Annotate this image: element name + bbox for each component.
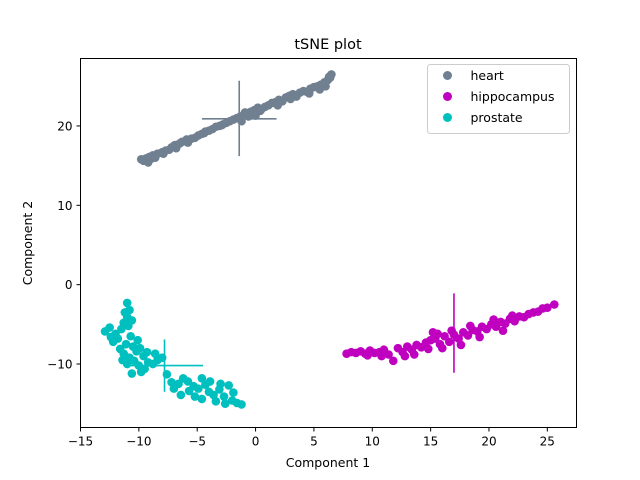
prostate-point — [237, 400, 246, 409]
x-tick-label: −5 — [188, 435, 206, 449]
prostate-point — [135, 343, 145, 353]
heart-point — [240, 108, 250, 117]
hippocampus-point — [508, 311, 517, 320]
legend-label-heart: heart — [471, 68, 504, 83]
prostate-point — [126, 331, 135, 341]
hippocampus-point — [400, 351, 410, 361]
hippocampus-point — [384, 350, 393, 359]
prostate-point — [184, 386, 194, 396]
prostate-point — [197, 374, 207, 383]
hippocampus-point — [437, 343, 447, 353]
hippocampus-point — [409, 350, 419, 359]
legend-marker-hippocampus — [443, 92, 452, 101]
heart-point — [321, 81, 330, 91]
errorbar-layer — [126, 80, 456, 392]
heart-point — [217, 120, 227, 130]
hippocampus-point — [543, 303, 552, 312]
prostate-point — [205, 377, 215, 386]
x-tick-label: 15 — [423, 435, 438, 449]
x-tick-label: 5 — [310, 435, 318, 449]
prostate-point — [197, 394, 207, 404]
y-tick-label: 0 — [65, 278, 73, 292]
x-axis-label: Component 1 — [286, 455, 371, 470]
prostate-point — [224, 381, 234, 390]
legend: heart hippocampus prostate — [427, 64, 570, 134]
heart-point — [182, 135, 192, 144]
hippocampus-point — [550, 300, 559, 309]
prostate-point — [194, 384, 203, 393]
x-tick-label: 0 — [252, 435, 260, 449]
prostate-point — [118, 355, 127, 365]
plot-area-frame — [80, 58, 577, 428]
prostate-point — [125, 305, 134, 315]
legend-marker-prostate — [443, 113, 452, 122]
prostate-point — [183, 377, 193, 386]
hippocampus-point — [456, 340, 466, 350]
prostate-point — [176, 390, 186, 400]
prostate-point — [136, 367, 146, 377]
heart-point — [199, 128, 209, 138]
hippocampus-point — [388, 356, 398, 366]
x-tick-label: 25 — [540, 435, 555, 449]
points-layer — [100, 70, 559, 409]
prostate-point — [229, 388, 238, 397]
hippocampus-point — [377, 351, 386, 361]
legend-label-hippocampus: hippocampus — [471, 89, 555, 104]
heart-point — [170, 140, 180, 150]
heart-point — [159, 149, 168, 159]
legend-label-prostate: prostate — [471, 110, 523, 125]
y-tick-label: 10 — [57, 199, 72, 213]
prostate-point — [220, 399, 230, 408]
prostate-point — [133, 335, 142, 345]
prostate-point — [219, 392, 229, 401]
hippocampus-point — [428, 327, 438, 337]
prostate-point — [122, 298, 132, 308]
hippocampus-point — [475, 332, 484, 342]
prostate-point — [105, 323, 114, 332]
x-tick-label: −15 — [68, 435, 93, 449]
hippocampus-point — [498, 326, 508, 335]
x-tick-label: −10 — [126, 435, 151, 449]
hippocampus-point — [363, 350, 372, 360]
prostate-point — [211, 397, 221, 406]
y-tick-label: 20 — [57, 119, 72, 133]
x-tick-label: 10 — [365, 435, 380, 449]
legend-box — [427, 64, 570, 134]
heart-point — [304, 89, 314, 98]
prostate-point — [121, 339, 131, 349]
x-axis: −15 −10 −5 0 5 10 15 20 25 — [68, 427, 555, 449]
chart-title: tSNE plot — [294, 37, 362, 53]
hippocampus-point — [489, 315, 498, 324]
y-tick-label: −10 — [47, 358, 72, 372]
y-axis: −10 0 10 20 — [47, 119, 81, 372]
hippocampus-point — [444, 337, 454, 347]
heart-point — [255, 106, 265, 116]
prostate-point — [142, 347, 152, 357]
prostate-point — [150, 349, 160, 359]
prostate-point — [127, 369, 137, 378]
prostate-point — [216, 379, 225, 389]
y-axis-label: Component 2 — [20, 201, 35, 286]
prostate-point — [190, 392, 200, 401]
hippocampus-point — [423, 344, 433, 354]
x-tick-label: 20 — [481, 435, 496, 449]
hippocampus-point — [465, 321, 475, 331]
heart-point — [147, 154, 156, 163]
prostate-point — [124, 321, 133, 331]
heart-point — [286, 94, 295, 104]
prostate-point — [106, 332, 116, 342]
heart-point — [273, 101, 283, 110]
heart-point — [324, 72, 334, 82]
prostate-point — [167, 377, 176, 387]
prostate-point — [117, 324, 126, 334]
legend-marker-heart — [443, 71, 452, 80]
